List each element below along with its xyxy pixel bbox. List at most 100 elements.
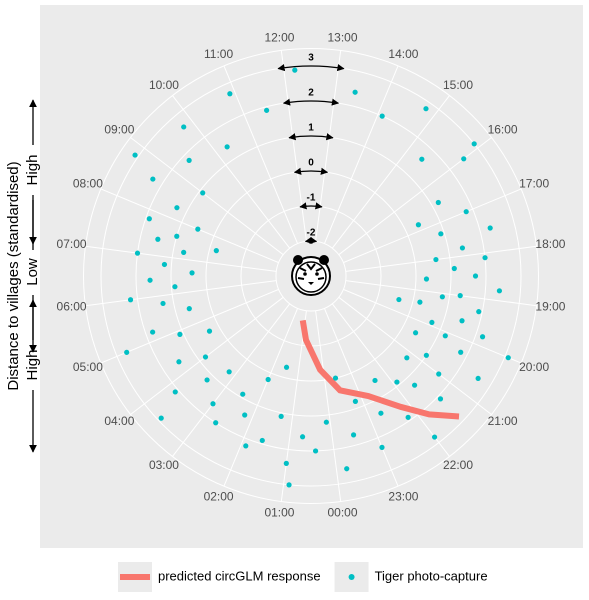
capture-point xyxy=(476,309,482,315)
capture-point xyxy=(372,377,378,384)
capture-point xyxy=(195,226,201,232)
capture-point xyxy=(471,141,477,147)
capture-point xyxy=(264,107,270,113)
radial-tick-label: 2 xyxy=(308,88,314,99)
capture-point xyxy=(146,216,152,222)
capture-point xyxy=(213,420,219,426)
capture-point xyxy=(459,318,465,324)
grid-spoke xyxy=(345,280,537,307)
capture-point xyxy=(394,379,400,385)
prediction-line xyxy=(299,319,460,420)
capture-point xyxy=(379,113,385,119)
radial-tick-label: -2 xyxy=(307,228,316,239)
capture-point xyxy=(496,288,503,294)
capture-point xyxy=(161,261,168,268)
x-tick-label: 13:00 xyxy=(328,31,358,45)
grid-spoke xyxy=(345,245,537,272)
capture-point xyxy=(411,382,418,388)
grid-spoke xyxy=(172,303,291,457)
y-label-part: High xyxy=(24,155,41,186)
capture-point xyxy=(177,331,183,337)
capture-point xyxy=(458,349,464,355)
grid-spoke xyxy=(315,50,342,242)
y-label-part: High xyxy=(24,350,41,381)
capture-point xyxy=(292,67,298,73)
capture-point xyxy=(457,293,463,299)
capture-point xyxy=(172,284,178,290)
grid-spoke xyxy=(100,188,279,264)
capture-point xyxy=(155,236,161,242)
capture-point xyxy=(124,349,130,355)
capture-point xyxy=(487,225,493,231)
capture-point xyxy=(240,391,246,397)
capture-point xyxy=(242,412,248,418)
capture-point xyxy=(283,364,290,370)
capture-point xyxy=(479,334,486,340)
x-tick-label: 04:00 xyxy=(104,414,134,428)
capture-point xyxy=(312,448,319,454)
capture-point xyxy=(423,352,429,358)
capture-point xyxy=(429,319,435,326)
capture-point xyxy=(436,371,442,377)
capture-point xyxy=(181,124,187,130)
grid-spoke xyxy=(172,95,291,249)
grid-spoke xyxy=(85,280,277,307)
capture-point xyxy=(210,401,216,407)
capture-point xyxy=(396,296,402,303)
capture-point xyxy=(147,277,153,283)
x-tick-label: 19:00 xyxy=(535,299,565,313)
capture-point xyxy=(243,443,249,449)
capture-point xyxy=(176,359,182,365)
legend-label: Tiger photo-capture xyxy=(375,568,488,583)
radial-tick-arrow xyxy=(299,202,323,210)
x-tick-label: 06:00 xyxy=(57,299,87,313)
capture-point xyxy=(419,156,425,162)
capture-point xyxy=(378,410,384,416)
x-tick-label: 01:00 xyxy=(264,506,294,520)
capture-point xyxy=(463,209,469,215)
capture-point xyxy=(283,460,289,466)
capture-point xyxy=(200,190,206,196)
x-tick-label: 16:00 xyxy=(488,122,518,136)
capture-point xyxy=(204,377,210,383)
grid-spoke xyxy=(331,303,450,457)
capture-point xyxy=(438,231,444,237)
capture-point xyxy=(332,375,339,381)
radial-tick-arrow xyxy=(282,98,340,106)
capture-point xyxy=(189,270,195,276)
x-tick-label: 15:00 xyxy=(443,78,473,92)
radial-tick-label: 0 xyxy=(308,158,314,169)
capture-point xyxy=(150,329,156,335)
capture-point xyxy=(150,176,156,182)
radial-tick-label: -1 xyxy=(307,193,316,204)
x-tick-label: 10:00 xyxy=(149,78,179,92)
capture-point xyxy=(472,273,479,279)
capture-point xyxy=(259,437,265,444)
outer-ring xyxy=(83,48,539,504)
capture-point xyxy=(435,199,441,206)
capture-point xyxy=(423,276,430,282)
capture-point xyxy=(352,398,358,404)
grid-spoke xyxy=(223,308,299,487)
x-tick-label: 11:00 xyxy=(204,47,233,61)
x-tick-label: 17:00 xyxy=(519,177,549,191)
capture-point xyxy=(431,434,438,440)
capture-point xyxy=(405,414,411,420)
grid-spoke xyxy=(315,310,342,502)
capture-point xyxy=(451,265,457,272)
y-label-part: Low xyxy=(24,258,41,286)
grid-spoke xyxy=(223,65,299,244)
capture-point xyxy=(417,299,423,305)
capture-point xyxy=(127,297,134,303)
x-tick-label: 23:00 xyxy=(388,489,418,503)
capture-point xyxy=(226,369,232,375)
capture-point xyxy=(186,157,192,163)
capture-point xyxy=(265,376,271,383)
legend-label: predicted circGLM response xyxy=(158,568,321,583)
capture-point xyxy=(439,294,445,300)
grid-spoke xyxy=(331,95,450,249)
grid-spoke xyxy=(323,65,399,244)
capture-point xyxy=(475,375,481,382)
radial-tick-arrow xyxy=(277,64,345,72)
grid-spoke xyxy=(338,137,492,256)
